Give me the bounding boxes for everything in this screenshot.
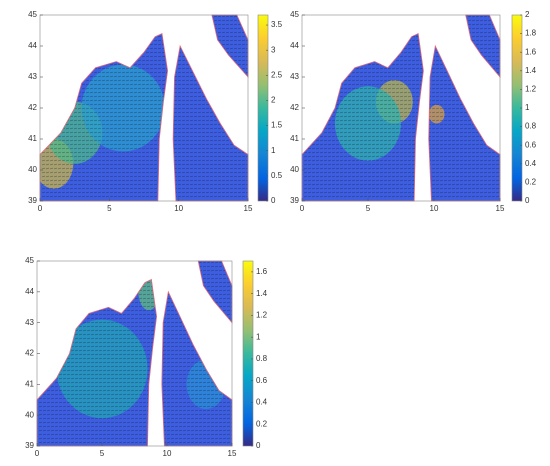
colorbar-tick-label: 2 (271, 96, 276, 105)
colorbar-tick-label: 0 (256, 441, 261, 450)
map-panel: 0 5 10 15 39 40 41 42 43 44 45 0 0.2 0.4 0.6 0.8 1 1.2 1.4… (25, 256, 268, 458)
colorbar-tick-label: 0 (525, 196, 530, 205)
y-tick-label: 45 (28, 10, 37, 19)
field-hotspot (186, 359, 226, 410)
y-tick-label: 43 (28, 72, 37, 81)
y-tick-label: 43 (290, 72, 299, 81)
y-tick-label: 42 (25, 349, 34, 358)
y-tick-label: 41 (25, 379, 34, 388)
colorbar-tick-label: 0.5 (271, 171, 283, 180)
colorbar-tick-label: 0.6 (256, 376, 268, 385)
colorbar-tick-label: 0.8 (525, 122, 537, 131)
y-tick-label: 43 (25, 318, 34, 327)
field (40, 15, 248, 201)
x-tick-label: 10 (430, 204, 439, 213)
x-tick-label: 5 (100, 449, 105, 458)
y-tick-label: 42 (28, 103, 37, 112)
field-hotspot (81, 64, 165, 152)
map-panel: 0 5 10 15 39 40 41 42 43 44 45 0 0.2 0.4 0.6 0.8 1 1.2 1.4… (290, 10, 537, 213)
colorbar-tick-label: 1.5 (271, 121, 283, 130)
y-tick-label: 45 (290, 10, 299, 19)
y-tick-label: 40 (290, 165, 299, 174)
field-hotspot (428, 104, 445, 124)
colorbar-tick-label: 2.5 (271, 70, 283, 79)
y-tick-label: 40 (28, 165, 37, 174)
colorbar-tick-label: 1 (271, 146, 276, 155)
colorbar-tick-label: 1.8 (525, 29, 537, 38)
x-tick-label: 5 (366, 204, 371, 213)
colorbar-tick-label: 3 (271, 45, 276, 54)
x-tick-label: 10 (174, 204, 183, 213)
y-tick-label: 41 (28, 134, 37, 143)
field-hotspot (335, 86, 401, 161)
colorbar-tick-label: 0.8 (256, 354, 268, 363)
colorbar-tick-label: 1 (525, 103, 530, 112)
field-hotspot (56, 319, 148, 419)
colorbar-tick-label: 1.4 (256, 289, 268, 298)
y-tick-label: 44 (28, 41, 37, 50)
y-tick-label: 44 (25, 287, 34, 296)
colorbar-tick-label: 2 (525, 10, 530, 19)
colorbar-tick-label: 1 (256, 332, 261, 341)
x-tick-label: 0 (300, 204, 305, 213)
x-tick-label: 0 (35, 449, 40, 458)
colorbar-tick-label: 0.4 (525, 159, 537, 168)
map-panel: 0 5 10 15 39 40 41 42 43 44 45 0 0.5 1 1.5 2 2.5 3 3.5 (28, 10, 283, 213)
colorbar-tick-label: 0 (271, 196, 276, 205)
colorbar-tick-label: 0.6 (525, 140, 537, 149)
y-tick-label: 39 (25, 441, 34, 450)
x-tick-label: 15 (228, 449, 237, 458)
colorbar (242, 260, 254, 447)
x-tick-label: 0 (38, 204, 43, 213)
colorbar-tick-label: 0.2 (525, 178, 537, 187)
y-tick-label: 39 (28, 196, 37, 205)
y-tick-label: 39 (290, 196, 299, 205)
colorbar-tick-label: 1.2 (256, 311, 268, 320)
x-tick-label: 10 (163, 449, 172, 458)
y-tick-label: 44 (290, 41, 299, 50)
field-hotspot (138, 273, 160, 311)
field (37, 261, 232, 446)
colorbar (257, 14, 269, 202)
y-tick-label: 42 (290, 103, 299, 112)
x-tick-label: 5 (107, 204, 112, 213)
colorbar-tick-label: 0.4 (256, 398, 268, 407)
y-tick-label: 41 (290, 134, 299, 143)
x-tick-label: 15 (496, 204, 505, 213)
x-tick-label: 15 (244, 204, 253, 213)
colorbar-tick-label: 1.4 (525, 66, 537, 75)
colorbar-tick-label: 0.2 (256, 419, 268, 428)
y-tick-label: 45 (25, 256, 34, 265)
colorbar-tick-label: 1.6 (525, 47, 537, 56)
y-tick-label: 40 (25, 410, 34, 419)
colorbar-tick-label: 1.6 (256, 267, 268, 276)
colorbar-tick-label: 1.2 (525, 85, 537, 94)
field (302, 15, 500, 201)
colorbar-tick-label: 3.5 (271, 20, 283, 29)
